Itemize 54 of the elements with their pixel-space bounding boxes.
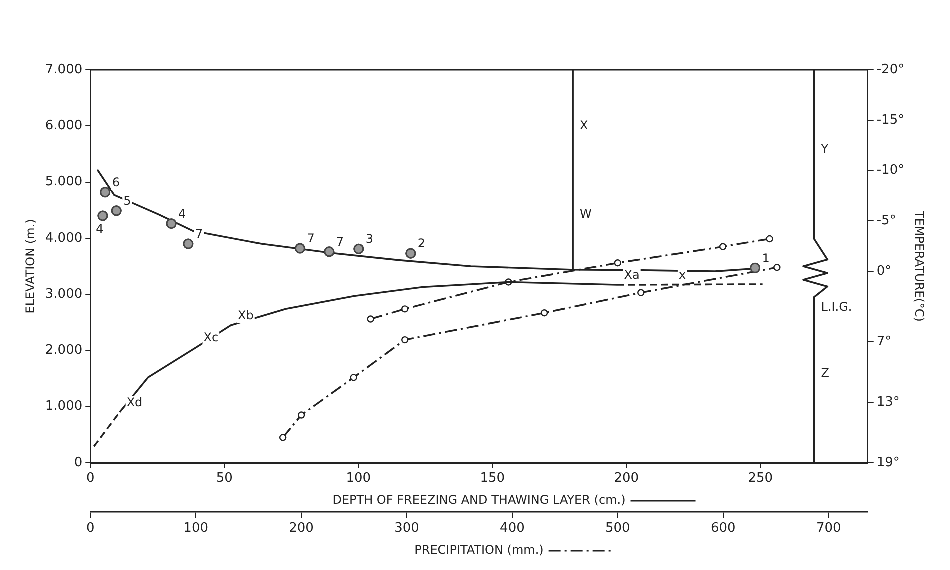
annotation: 4 (96, 222, 104, 236)
x-tick-label: 200 (614, 471, 640, 486)
y2-tick-label: -15° (876, 112, 905, 128)
x2-axis-title: PRECIPITATION (mm.) (414, 542, 544, 557)
y2-tick-label: 19° (876, 455, 900, 470)
x-tick-label: 50 (216, 471, 233, 486)
annotation: W (580, 206, 592, 221)
annotation: 4 (178, 206, 186, 221)
annotation: 2 (418, 236, 426, 251)
y2-tick-label: -5° (876, 214, 896, 229)
annotation: X (580, 118, 588, 132)
annotation: 7 (195, 227, 204, 242)
y-tick-label: 3.000 (45, 286, 83, 302)
annotation: Y (820, 142, 830, 156)
y2-tick-label: -10° (876, 163, 905, 178)
x-axis-title: DEPTH OF FREEZING AND THAWING LAYER (cm.) (332, 492, 626, 507)
x2-tick-label: 400 (500, 521, 525, 536)
x2-tick-label: 700 (816, 521, 842, 536)
annotation: 7 (336, 235, 344, 250)
y-tick-label: 1.000 (45, 399, 83, 414)
y-tick-label: 6.000 (45, 118, 83, 134)
x-tick-label: 250 (748, 471, 774, 486)
annotation: 6 (112, 176, 120, 190)
annotation: Xb (238, 308, 254, 323)
y2-tick-label: -20° (876, 62, 905, 78)
annotation: L.I.G. (821, 300, 852, 314)
x2-tick-label: 100 (184, 521, 208, 536)
y-axis-title: ELEVATION (m.) (23, 219, 38, 314)
x2-tick-label: 200 (289, 521, 314, 536)
annotation: Xa (624, 268, 640, 282)
x-tick-label: 100 (346, 471, 372, 486)
annotation: 1 (762, 251, 770, 266)
y2-tick-label: 13° (876, 394, 900, 410)
x2-tick-label: 600 (710, 521, 736, 536)
x2-tick-label: 500 (606, 521, 630, 536)
y-tick-label: 5.000 (45, 174, 83, 190)
annotation: Z (821, 366, 830, 380)
annotation: Xd (126, 396, 143, 410)
x-tick-label: 150 (480, 471, 506, 486)
annotation: x (678, 268, 686, 282)
y2-tick-label: 7° (876, 334, 892, 350)
y-tick-label: 4.000 (45, 230, 83, 246)
y2-axis-title: TEMPERATURE(°C) (912, 210, 927, 322)
x2-tick-label: 300 (394, 521, 420, 536)
y-tick-label: 7.000 (45, 62, 83, 78)
y2-tick-label: 0° (876, 264, 892, 279)
x2-tick-label: 0 (86, 521, 95, 536)
annotation: 3 (366, 232, 374, 246)
annotation: 7 (307, 232, 315, 246)
annotation: Xc (204, 330, 219, 344)
y-tick-label: 0 (74, 455, 83, 470)
annotation: 5 (124, 194, 132, 208)
y-tick-label: 2.000 (45, 343, 83, 358)
x-tick-label: 0 (86, 471, 95, 486)
